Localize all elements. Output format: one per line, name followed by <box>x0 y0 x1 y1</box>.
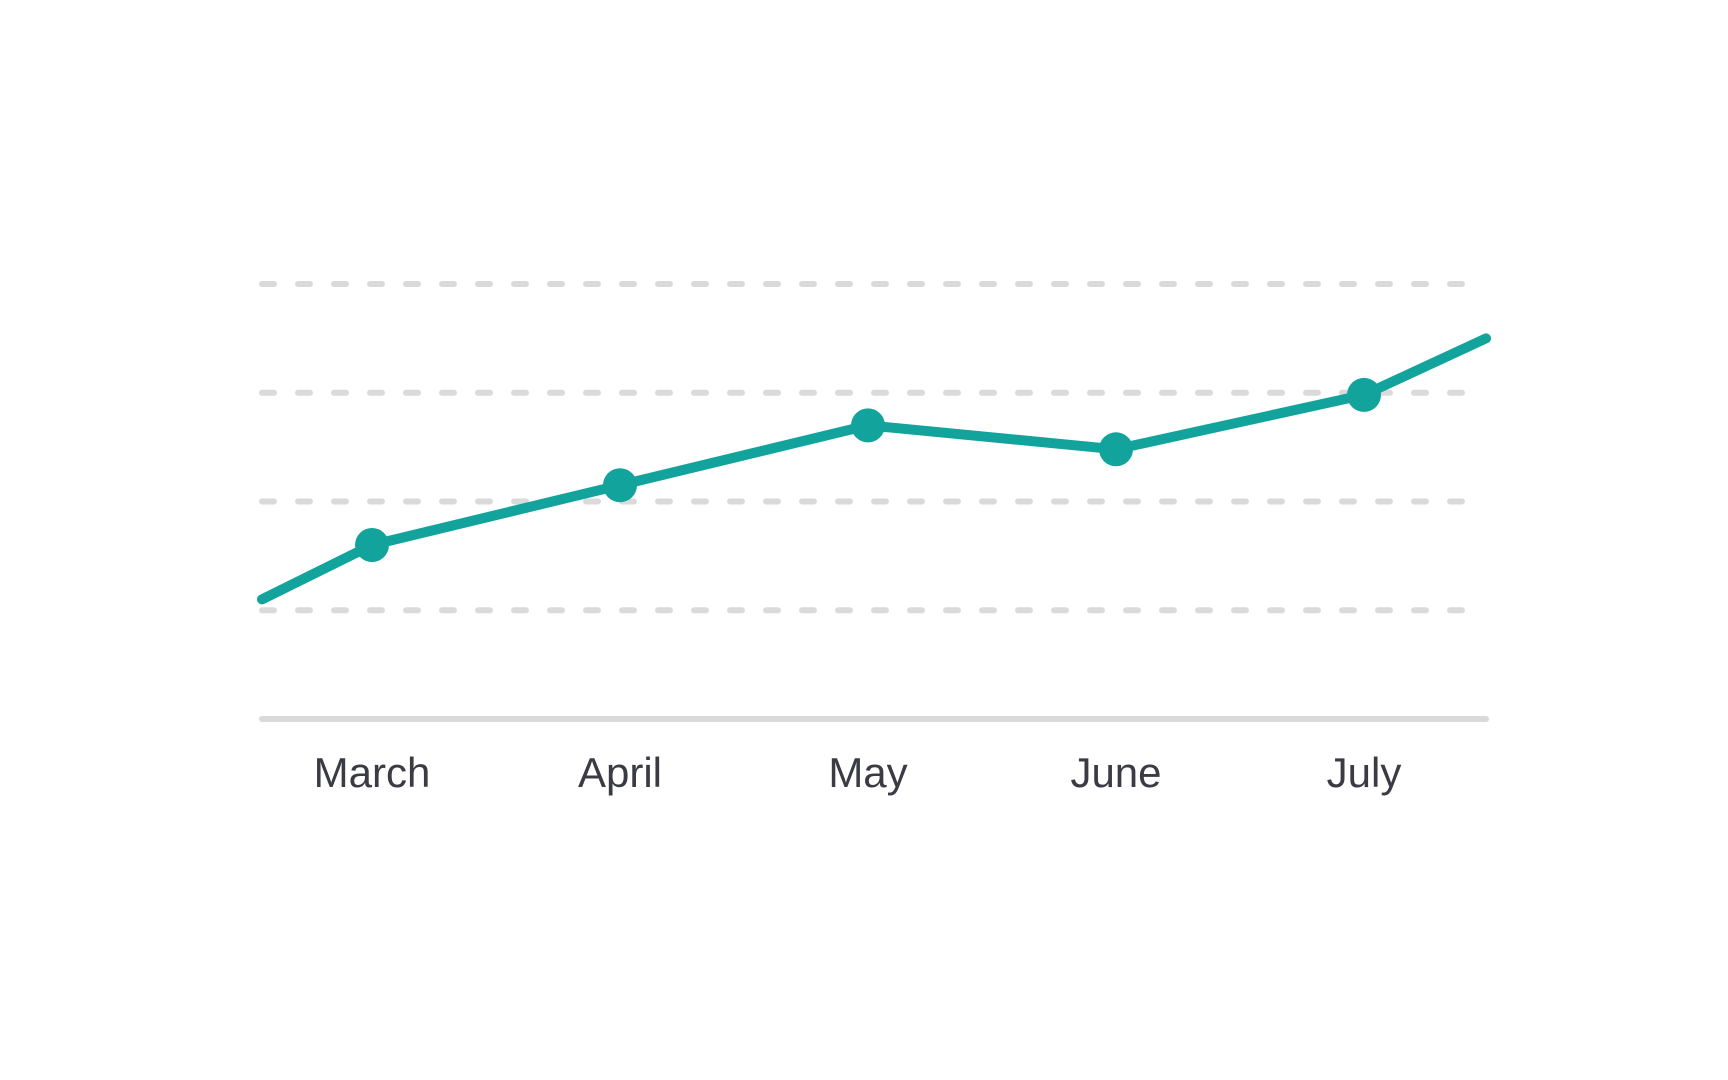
data-point-april[interactable] <box>603 468 637 503</box>
x-tick-labels: March April May June July <box>314 749 1402 796</box>
series <box>257 333 1491 605</box>
x-tick-label: March <box>314 749 431 796</box>
data-point-may[interactable] <box>851 408 885 443</box>
data-point-march[interactable] <box>355 528 389 562</box>
series-line <box>257 333 1491 605</box>
x-tick-label: May <box>828 749 907 796</box>
x-tick-label: July <box>1327 749 1402 796</box>
x-tick-label: April <box>578 749 662 796</box>
x-tick-label: June <box>1070 749 1161 796</box>
data-point-june[interactable] <box>1099 432 1133 467</box>
gridlines <box>259 281 1489 614</box>
data-point-july[interactable] <box>1347 377 1381 412</box>
